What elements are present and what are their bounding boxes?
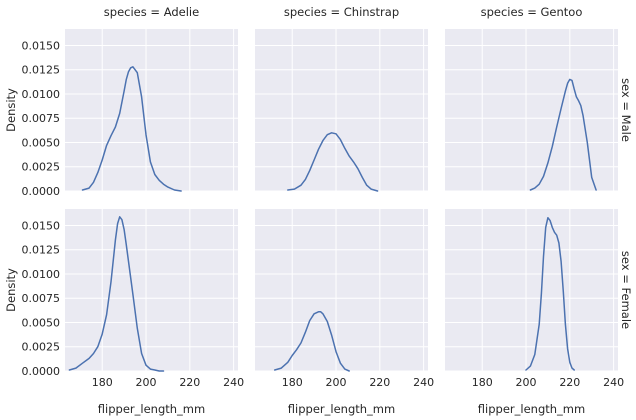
x-tick-label: 240	[603, 376, 624, 389]
kde-curve	[68, 216, 165, 372]
facet-panel-0-1	[255, 29, 428, 192]
panel-background	[255, 29, 428, 191]
column-title: species = Gentoo	[481, 5, 583, 19]
y-tick-label: 0.0125	[22, 64, 61, 77]
row-title: sex = Male	[619, 78, 633, 142]
x-tick-label: 200	[136, 376, 157, 389]
x-tick-label: 220	[369, 376, 390, 389]
x-axis-label: flipper_length_mm	[98, 402, 205, 416]
kde-curve	[81, 66, 182, 192]
y-axis-label: Density	[4, 268, 18, 312]
x-tick-label: 200	[326, 376, 347, 389]
y-tick-label: 0.0150	[22, 39, 61, 52]
facet-panel-0-2	[445, 29, 618, 192]
y-tick-label: 0.0050	[22, 136, 61, 149]
x-tick-label: 240	[413, 376, 434, 389]
y-axis-label: Density	[4, 88, 18, 132]
panel-background	[445, 209, 618, 371]
x-tick-label: 180	[282, 376, 303, 389]
y-tick-label: 0.0050	[22, 316, 61, 329]
y-tick-label: 0.0000	[22, 365, 61, 378]
kde-curve	[529, 78, 597, 191]
y-tick-label: 0.0100	[22, 268, 61, 281]
panel-background	[255, 209, 428, 371]
y-tick-label: 0.0025	[22, 341, 61, 354]
y-tick-label: 0.0025	[22, 161, 61, 174]
column-title: species = Adelie	[104, 5, 199, 19]
kde-curve	[525, 216, 575, 371]
y-tick-label: 0.0100	[22, 88, 61, 101]
x-axis-label: flipper_length_mm	[478, 402, 585, 416]
panel-background	[65, 209, 238, 371]
y-tick-label: 0.0075	[22, 292, 61, 305]
y-tick-label: 0.0000	[22, 185, 61, 198]
facet-panel-1-1: 180 200 220 240	[255, 209, 434, 389]
panel-background	[445, 29, 618, 191]
x-tick-label: 220	[559, 376, 580, 389]
y-tick-label: 0.0150	[22, 219, 61, 232]
facet-panel-0-0: 0.0000 0.0025 0.0050 0.0075 0.0100 0.0125 0.01…	[22, 29, 238, 198]
facet-panel-1-0: 0.0000 0.0025 0.0050 0.0075 0.0100 0.0125 0.01…	[22, 209, 244, 389]
row-title: sex = Female	[619, 251, 633, 329]
x-tick-label: 180	[92, 376, 113, 389]
x-tick-label: 200	[516, 376, 537, 389]
kde-curve	[287, 132, 379, 192]
kde-curve	[273, 311, 350, 372]
x-tick-label: 180	[472, 376, 493, 389]
x-tick-label: 220	[179, 376, 200, 389]
y-tick-label: 0.0125	[22, 244, 61, 257]
x-axis-label: flipper_length_mm	[288, 402, 395, 416]
x-tick-label: 240	[223, 376, 244, 389]
column-title: species = Chinstrap	[284, 5, 399, 19]
facet-panel-1-2: 180 200 220 240	[445, 209, 624, 389]
y-tick-label: 0.0075	[22, 112, 61, 125]
